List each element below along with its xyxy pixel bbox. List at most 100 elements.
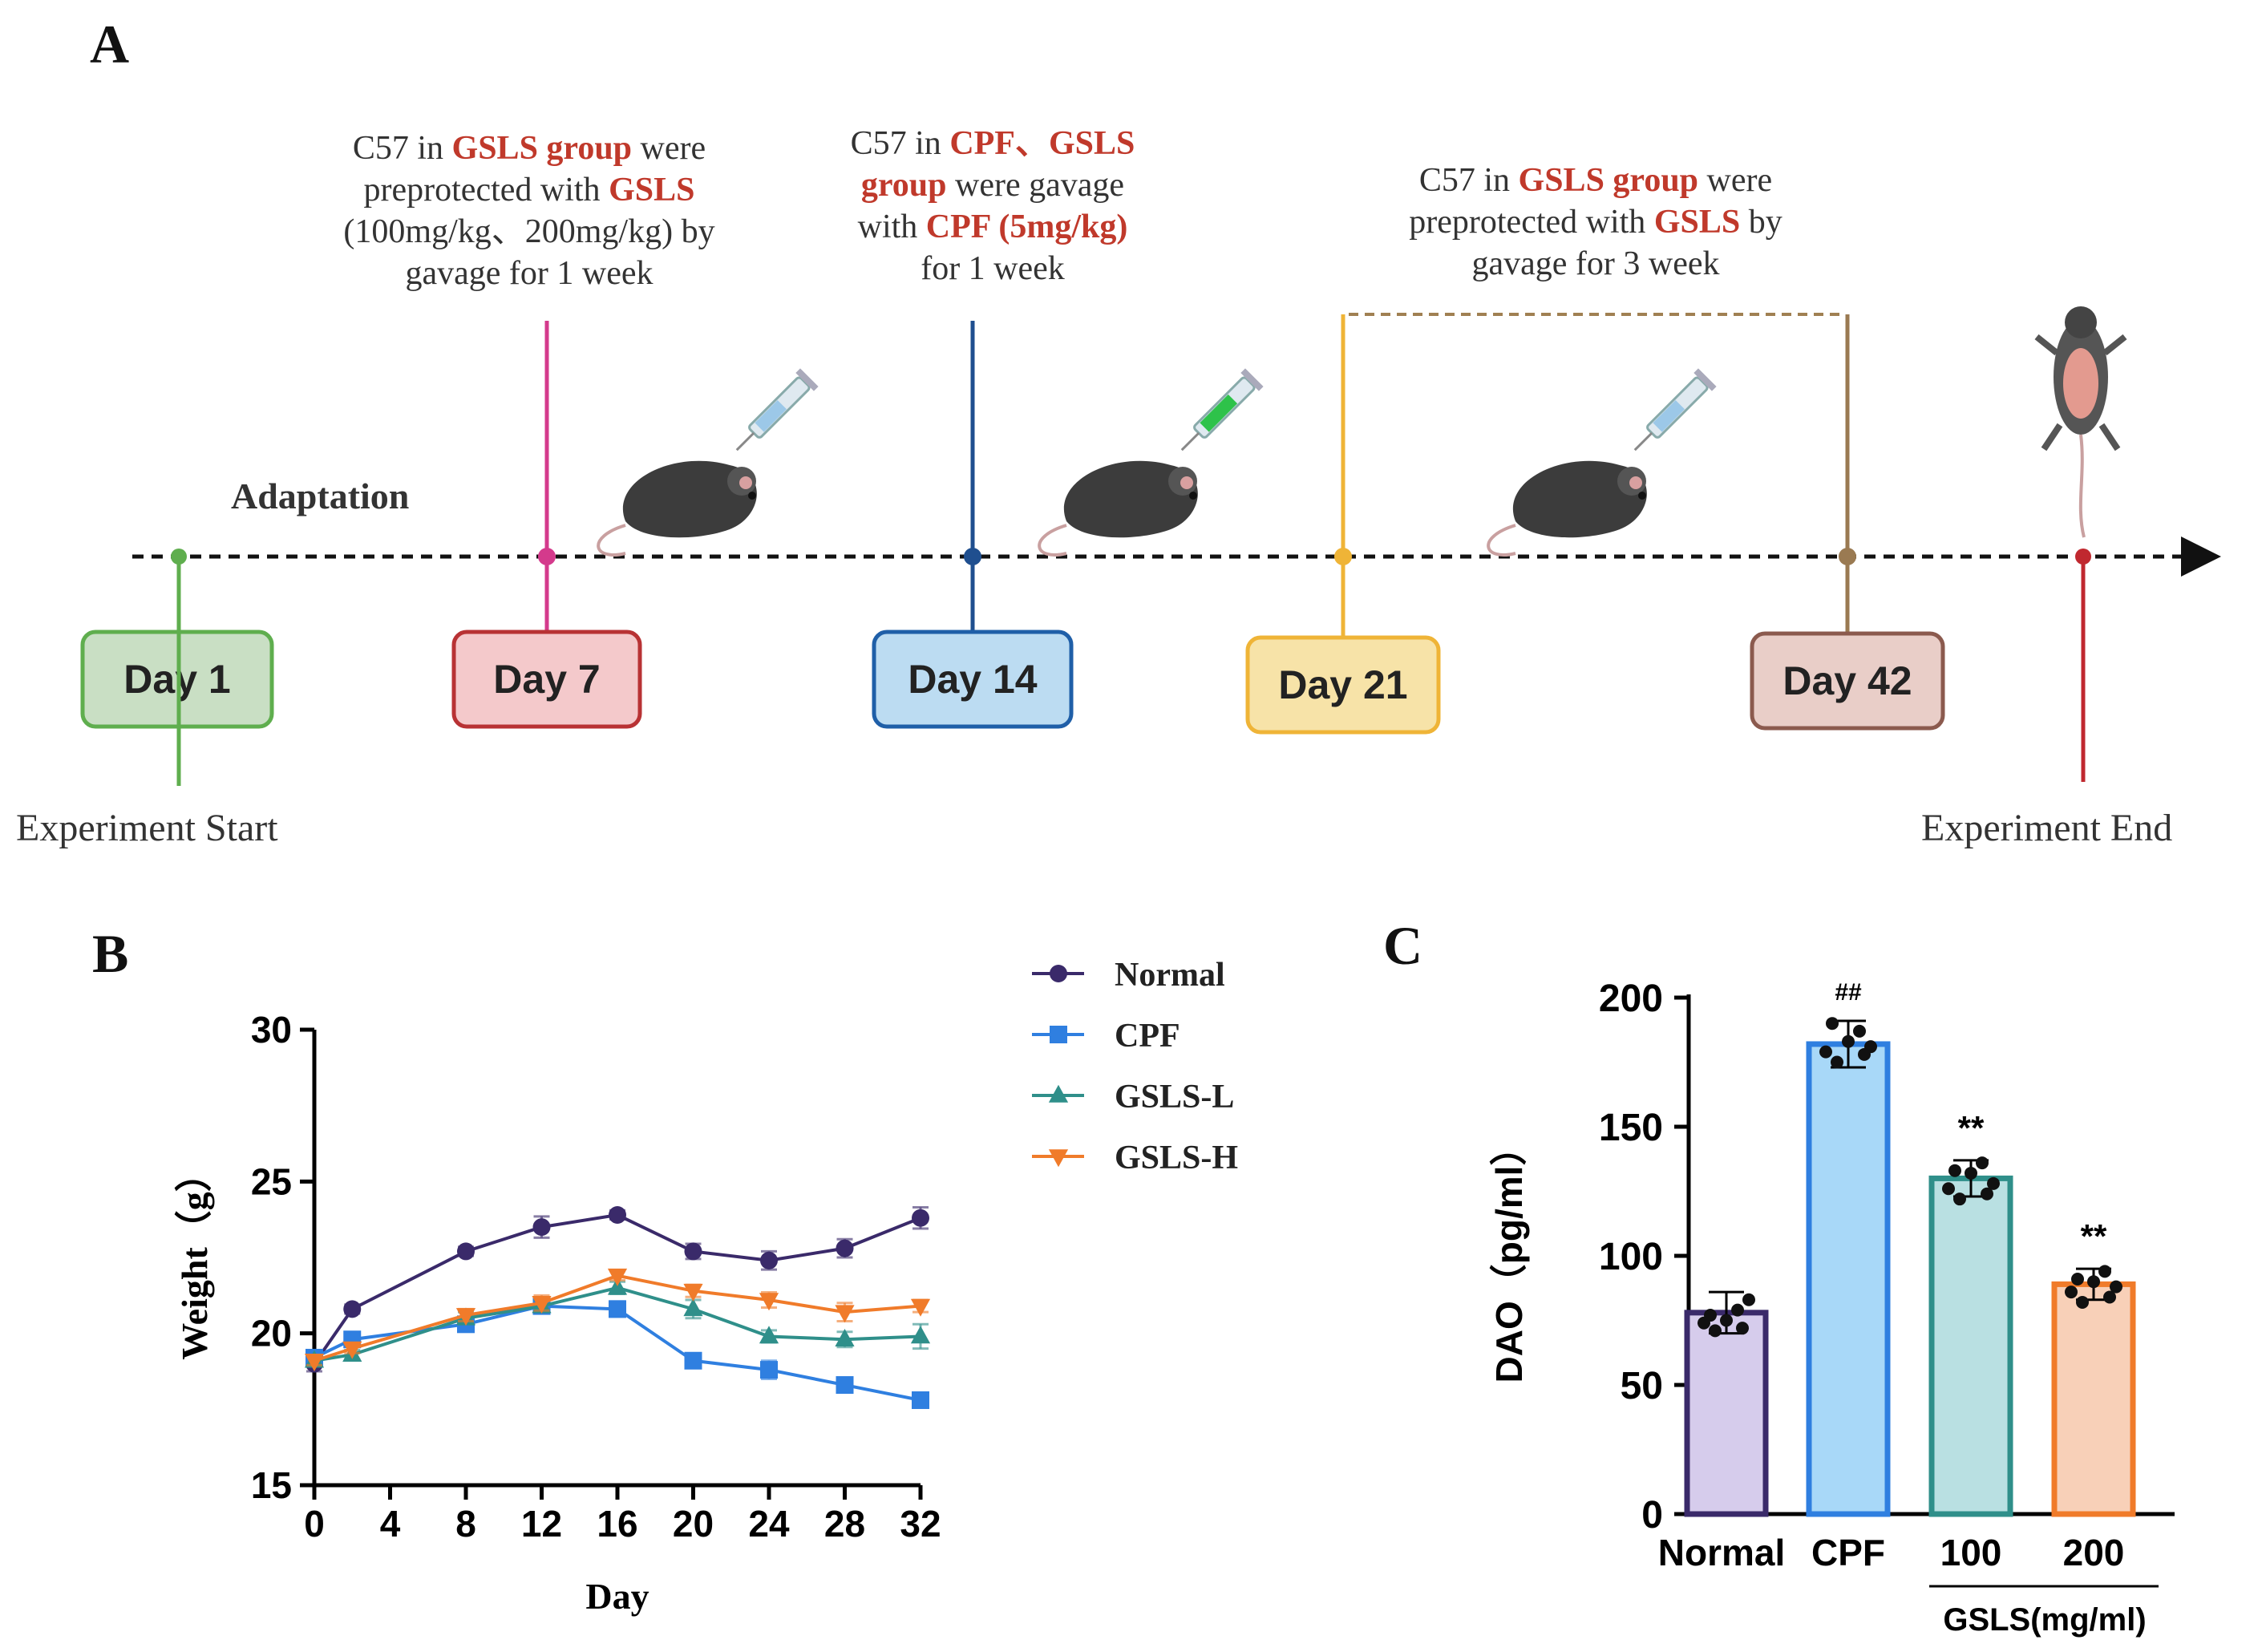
note-text: gavage for 1 week	[405, 255, 653, 292]
legend-item-cpf: CPF	[1032, 1018, 1180, 1055]
syringe-icon-3	[1633, 368, 1717, 451]
note-highlight: GSLS	[1654, 204, 1740, 241]
note-line: C57 in CPF、GSLS	[851, 125, 1135, 162]
day-marker-5: Day 42	[1750, 314, 1945, 731]
note-line: gavage for 1 week	[405, 255, 653, 292]
phase-notes: C57 in GSLS group were preprotected with …	[343, 125, 1782, 292]
data-point	[683, 1298, 703, 1317]
y-tick-label: 15	[251, 1464, 292, 1506]
series-line	[314, 1286, 921, 1362]
scatter-point	[1948, 1164, 1961, 1177]
legend-label: GSLS-L	[1115, 1079, 1234, 1116]
legend-label: Normal	[1115, 957, 1225, 994]
note-highlight: CPF、GSLS	[949, 125, 1135, 162]
category-label: Normal	[1658, 1532, 1785, 1573]
y-tick-label: 150	[1599, 1107, 1663, 1149]
phase-note-3: C57 in GSLS group were preprotected with …	[1409, 162, 1782, 282]
panel-c-label: C	[1383, 915, 1422, 976]
bar-group-cpf: ## CPF	[1806, 979, 1891, 1573]
scatter-point	[1965, 1166, 1977, 1180]
group-label: GSLS(mg/ml)	[1943, 1602, 2146, 1638]
note-highlight: GSLS	[609, 172, 694, 209]
bar-group-normal: Normal	[1658, 1290, 1785, 1573]
adaptation-label: Adaptation	[231, 476, 409, 516]
y-tick-label: 0	[1641, 1494, 1663, 1537]
note-text: C57 in	[1419, 162, 1519, 199]
data-point	[835, 1329, 855, 1347]
mouse-icon-3	[1487, 460, 1647, 557]
x-tick-label: 12	[521, 1503, 562, 1545]
note-line: group were gavage	[861, 167, 1124, 204]
scatter-point	[1976, 1156, 1989, 1170]
scatter-point	[1731, 1303, 1744, 1317]
y-tick-label: 30	[251, 1009, 292, 1051]
significance-label: **	[1958, 1109, 1985, 1147]
note-highlight: group	[861, 167, 947, 204]
scatter-point	[1704, 1309, 1717, 1322]
data-point	[759, 1293, 779, 1311]
x-tick-label: 0	[304, 1503, 325, 1545]
day-marker-2: Day 7	[451, 321, 642, 729]
data-point	[684, 1242, 702, 1261]
data-point	[910, 1326, 931, 1344]
series-normal	[306, 1205, 929, 1373]
x-tick-label: 20	[673, 1503, 714, 1545]
data-point	[532, 1296, 552, 1314]
series-cpf	[306, 1297, 929, 1409]
note-line: C57 in GSLS group were	[1419, 162, 1772, 199]
scatter-point	[2076, 1295, 2089, 1309]
y-tick-label: 200	[1599, 978, 1663, 1020]
day-markers: Day 1 Day 7 Day 14 Day 21 Day 42	[80, 314, 1945, 735]
note-text: (100mg/kg、200mg/kg) by	[343, 213, 714, 250]
legend-item-normal: Normal	[1032, 957, 1225, 994]
note-text: were	[632, 130, 706, 167]
bar	[1806, 1041, 1891, 1517]
note-text: preprotected with	[1409, 204, 1654, 241]
legend-marker	[1050, 965, 1067, 982]
syringe-icon-1	[735, 368, 819, 451]
scatter-point	[1858, 1047, 1871, 1061]
note-line: with CPF (5mg/kg)	[858, 209, 1128, 245]
scatter-point	[2087, 1275, 2100, 1289]
dao-bar-chart: 050100150200DAO（pg/ml）Normal##CPF**100**…	[1488, 978, 2175, 1638]
day-box	[1245, 635, 1441, 735]
phase-note-1: C57 in GSLS group were preprotected with …	[343, 130, 714, 292]
y-tick-label: 20	[251, 1313, 292, 1354]
note-text: by	[1740, 204, 1782, 241]
note-line: for 1 week	[921, 250, 1065, 287]
bar-group-200: ** 200	[2051, 1217, 2136, 1573]
legend-label: CPF	[1115, 1018, 1180, 1055]
note-text: C57 in	[851, 125, 950, 162]
category-label: 100	[1940, 1532, 2002, 1573]
experiment-start-label: Experiment Start	[16, 807, 278, 849]
note-highlight: GSLS group	[1519, 162, 1699, 199]
scatter-point	[2110, 1280, 2122, 1294]
data-point	[684, 1351, 702, 1370]
scatter-point	[1987, 1176, 2000, 1190]
day-label: Day 14	[908, 657, 1037, 702]
panel-a-label: A	[90, 14, 129, 75]
y-tick-label: 50	[1621, 1365, 1663, 1407]
phase-note-2: C57 in CPF、GSLS group were gavage with CPF…	[851, 125, 1135, 287]
x-tick-label: 8	[455, 1503, 476, 1545]
data-point	[836, 1376, 854, 1395]
y-tick-label: 25	[251, 1160, 292, 1202]
day-label: Day 7	[493, 657, 600, 702]
data-point	[760, 1361, 778, 1379]
panel-c: C 0 50 100 150 200 DAO（pg/ml） Normal ## CPF ** 100…	[1383, 915, 2175, 1638]
data-point	[835, 1305, 855, 1323]
legend-label: GSLS-H	[1115, 1140, 1238, 1176]
data-point	[455, 1308, 476, 1326]
x-tick-label: 24	[748, 1503, 790, 1545]
data-point	[759, 1326, 779, 1344]
x-axis-label: Day	[585, 1576, 649, 1617]
data-point	[760, 1251, 778, 1269]
x-tick-label: 4	[380, 1503, 401, 1545]
y-axis-label: DAO（pg/ml）	[1488, 1129, 1530, 1383]
bar-group-100: ** 100	[1928, 1109, 2013, 1573]
series-gsls-h	[304, 1268, 931, 1371]
data-point	[910, 1298, 931, 1317]
mouse-icon-1	[597, 460, 757, 557]
data-point	[609, 1300, 626, 1318]
day-box	[872, 630, 1074, 729]
